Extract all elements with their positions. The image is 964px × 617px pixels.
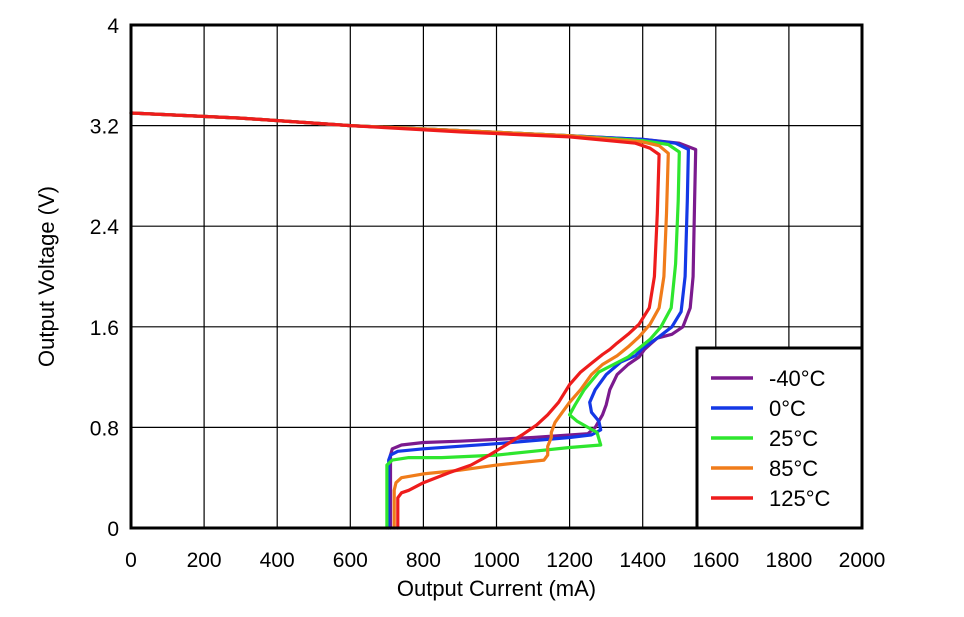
x-tick-label: 1200 <box>546 549 593 572</box>
legend-label: 85°C <box>769 456 818 481</box>
y-tick-labels: 0 0.8 1.6 2.4 3.2 4 <box>90 15 120 541</box>
legend-label: 125°C <box>769 486 831 511</box>
y-tick-label: 1.6 <box>90 317 119 340</box>
legend-label: 0°C <box>769 396 806 421</box>
y-tick-label: 3.2 <box>90 116 119 139</box>
x-tick-labels: 0 200 400 600 800 1000 1200 1400 1600 1800 2000 <box>125 549 885 572</box>
series-line-3 <box>129 111 670 530</box>
y-tick-label: 2.4 <box>90 216 120 239</box>
x-tick-label: 1400 <box>619 549 666 572</box>
x-tick-label: 2000 <box>839 549 886 572</box>
x-tick-label: 0 <box>125 549 137 572</box>
x-axis-label: Output Current (mA) <box>397 576 596 601</box>
x-tick-label: 1800 <box>766 549 813 572</box>
x-tick-label: 800 <box>406 549 441 572</box>
x-tick-label: 200 <box>187 549 222 572</box>
x-tick-label: 1000 <box>473 549 520 572</box>
y-axis-label: Output Voltage (V) <box>34 186 59 367</box>
series-line-1 <box>129 111 690 530</box>
x-tick-label: 1600 <box>692 549 739 572</box>
y-tick-label: 4 <box>107 15 119 38</box>
y-tick-label: 0.8 <box>90 417 119 440</box>
legend-label: -40°C <box>769 366 826 391</box>
x-tick-label: 600 <box>333 549 368 572</box>
series-lines <box>129 111 698 530</box>
y-tick-label: 0 <box>107 518 119 541</box>
series-line-0 <box>129 111 698 530</box>
series-line-4 <box>129 111 661 530</box>
legend-label: 25°C <box>769 426 818 451</box>
legend: -40°C 0°C 25°C 85°C 125°C <box>695 346 864 530</box>
x-tick-label: 400 <box>260 549 295 572</box>
plot-frame <box>129 23 864 530</box>
series-line-2 <box>129 111 681 530</box>
